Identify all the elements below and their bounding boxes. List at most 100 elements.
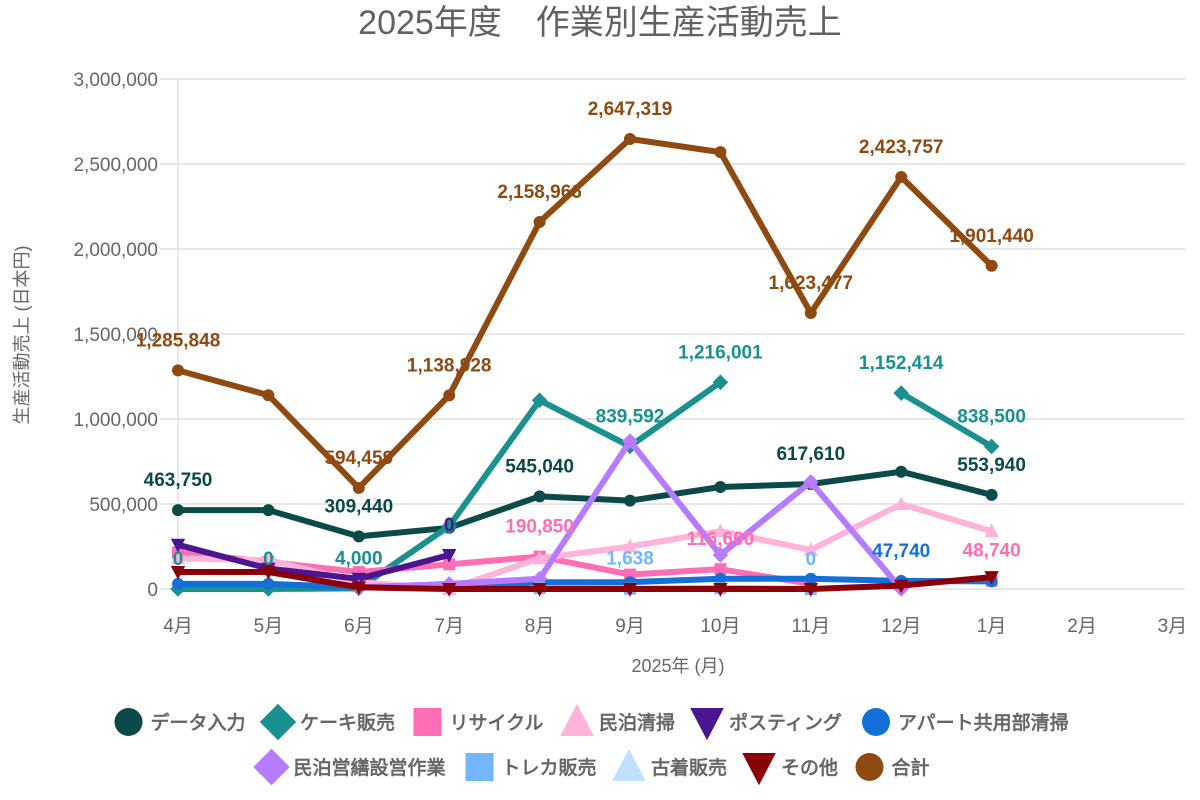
data-label: 1,901,440	[949, 226, 1034, 247]
series-line	[899, 390, 994, 450]
legend-label: 民泊営繕設営作業	[294, 756, 447, 779]
data-point	[895, 170, 908, 183]
legend-item[interactable]: 合計	[855, 753, 930, 781]
data-point	[712, 374, 729, 391]
x-tick-label: 7月	[434, 616, 464, 637]
data-label: 116,600	[687, 529, 755, 550]
data-label: 48,740	[963, 541, 1021, 562]
x-axis-title: 2025年 (月)	[631, 656, 724, 676]
y-tick-label: 2,000,000	[73, 240, 158, 261]
data-point	[714, 572, 727, 585]
series-10	[172, 132, 998, 494]
data-label: 1,152,414	[859, 353, 944, 374]
data-point	[532, 550, 547, 565]
legend-marker-icon	[690, 708, 724, 741]
legend-label: データ入力	[151, 711, 246, 734]
data-label: 0	[173, 549, 184, 570]
series-line	[177, 541, 450, 582]
data-label: 594,459	[324, 448, 393, 469]
legend-marker-icon	[465, 753, 494, 781]
data-label: 553,940	[957, 455, 1026, 476]
legend: データ入力 ケーキ販売 リサイクル 民泊清掃 ポスティング アパート共用部清掃民泊営繕設営…	[114, 703, 1069, 786]
legend-label: 民泊清掃	[599, 711, 675, 734]
data-point	[351, 581, 366, 596]
series-line	[177, 135, 994, 491]
data-point	[985, 259, 998, 272]
legend-item[interactable]: ポスティング	[690, 708, 842, 741]
x-tick-label: 11月	[791, 616, 830, 637]
data-point	[442, 549, 457, 563]
data-point	[894, 496, 909, 510]
data-point	[624, 494, 636, 507]
data-point	[532, 583, 547, 597]
data-point	[533, 215, 546, 228]
x-tick-label: 2月	[1067, 616, 1097, 637]
legend-marker-icon	[114, 708, 143, 736]
data-point	[443, 389, 456, 402]
data-point	[624, 132, 636, 145]
data-label: 4,000	[335, 548, 383, 569]
grid-lines	[160, 78, 1185, 590]
data-point	[714, 146, 727, 159]
data-label: 463,750	[144, 470, 213, 491]
data-point	[622, 538, 638, 553]
data-labels-group: 463,750 309,440 545,040 617,610 553,940 0 0 4,0…	[136, 99, 1034, 570]
data-label: 1,138,928	[407, 355, 492, 376]
data-point	[714, 563, 727, 576]
data-point	[895, 465, 908, 478]
data-label: 2,423,757	[859, 137, 944, 158]
series-line	[178, 569, 992, 592]
legend-item[interactable]: データ入力	[114, 708, 246, 736]
data-point	[170, 538, 186, 553]
y-tick-label: 1,500,000	[73, 325, 158, 346]
legend-marker-icon	[413, 708, 442, 736]
series-group	[170, 132, 1000, 597]
data-point	[441, 518, 457, 534]
legend-item[interactable]: 民泊営繕設営作業	[253, 748, 447, 786]
legend-marker-icon	[742, 753, 776, 786]
series-9	[170, 566, 999, 597]
data-label: 1,638	[606, 549, 654, 570]
data-point	[983, 438, 1000, 455]
legend-item[interactable]: アパート共用部清掃	[862, 708, 1069, 736]
x-tick-label: 5月	[254, 616, 284, 637]
y-axis-title: 生産活動売上 (日本円)	[12, 246, 32, 425]
legend-item[interactable]: 民泊清掃	[560, 703, 675, 736]
legend-label: 古着販売	[651, 756, 727, 779]
y-tick-label: 3,000,000	[73, 70, 158, 91]
data-label: 617,610	[776, 444, 845, 465]
x-tick-label: 3月	[1158, 616, 1188, 637]
data-point	[714, 481, 727, 493]
data-point	[172, 577, 184, 590]
y-tick-label: 2,500,000	[73, 155, 158, 176]
x-tick-label: 9月	[615, 616, 645, 637]
legend-item[interactable]: ケーキ販売	[259, 703, 395, 741]
data-point	[170, 566, 186, 580]
data-label: 545,040	[505, 456, 574, 477]
data-label: 839,592	[596, 406, 665, 427]
y-tick-label: 500,000	[89, 495, 158, 516]
data-label: 838,500	[957, 406, 1026, 427]
legend-item[interactable]: 古着販売	[612, 748, 727, 781]
data-point	[533, 490, 546, 503]
legend-item[interactable]: その他	[742, 753, 838, 786]
legend-item[interactable]: トレカ販売	[465, 753, 597, 781]
data-point	[262, 389, 275, 402]
data-label: 2,158,966	[497, 182, 582, 203]
data-point	[803, 542, 818, 556]
legend-label: ケーキ販売	[300, 711, 395, 734]
y-axis-ticks: 0 500,000 1,000,000 1,500,000 2,000,000 2,500…	[73, 70, 158, 601]
x-tick-label: 8月	[525, 616, 555, 637]
data-point	[804, 307, 817, 320]
chart-title: 2025年度 作業別生産活動売上	[358, 4, 842, 42]
data-label: 47,740	[872, 541, 930, 562]
data-label: 1,623,477	[769, 273, 854, 294]
data-label: 2,647,319	[588, 99, 673, 120]
series-line	[178, 575, 992, 591]
data-point	[262, 577, 275, 590]
legend-item[interactable]: リサイクル	[413, 708, 544, 736]
legend-marker-icon	[560, 703, 594, 736]
legend-marker-icon	[253, 748, 290, 786]
data-point	[803, 583, 818, 597]
